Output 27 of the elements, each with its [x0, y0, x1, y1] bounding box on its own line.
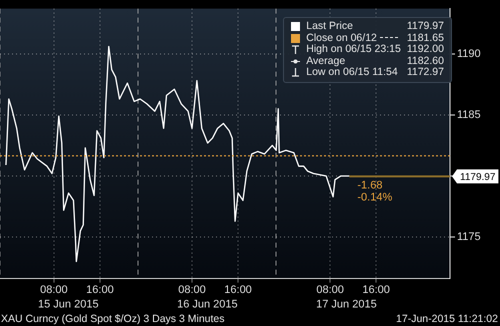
annotation: -1.68	[357, 179, 382, 192]
legend-label: Close on 06/12	[306, 32, 377, 44]
annotation: 1172.97	[406, 66, 445, 78]
x2-tick-label: 17 Jun 2015	[316, 298, 377, 310]
x-tick-label: 16:00	[362, 284, 390, 296]
annotation: Average	[305, 54, 346, 67]
x-tick-label: 16:00	[86, 284, 114, 296]
y-tick-label: 1190	[457, 48, 481, 60]
ref-line-label: 1179.97	[460, 172, 496, 184]
annotation: Low on 06/15 11:54	[305, 66, 399, 78]
x-tick-label: 08:00	[316, 284, 344, 296]
legend-label: Last Price	[305, 20, 354, 32]
annotation: High on 06/15 23:15	[305, 43, 402, 56]
annotation: 1182.60	[406, 54, 445, 67]
x2-tick-label: 15 Jun 2015	[38, 298, 99, 310]
x-tick-label: 16:00	[224, 284, 252, 296]
annotation: -0.14%	[357, 191, 392, 204]
y-tick-label: 1175	[457, 231, 481, 244]
annotation: 1181.65	[406, 32, 445, 44]
x-tick-label: 08:00	[40, 284, 68, 296]
annotation: 1179.97	[406, 20, 445, 32]
y-tick-label: 1185	[457, 108, 481, 121]
x-tick-label: 08:00	[178, 284, 206, 296]
annotation: 1192.00	[406, 43, 445, 56]
text: 17-Jun-2015 11:21:02	[396, 313, 498, 325]
text: XAU Curncy (Gold Spot $/Oz) 3 Days 3 Minutes	[1, 313, 224, 325]
x2-tick-label: 16 Jun 2015	[177, 298, 238, 310]
